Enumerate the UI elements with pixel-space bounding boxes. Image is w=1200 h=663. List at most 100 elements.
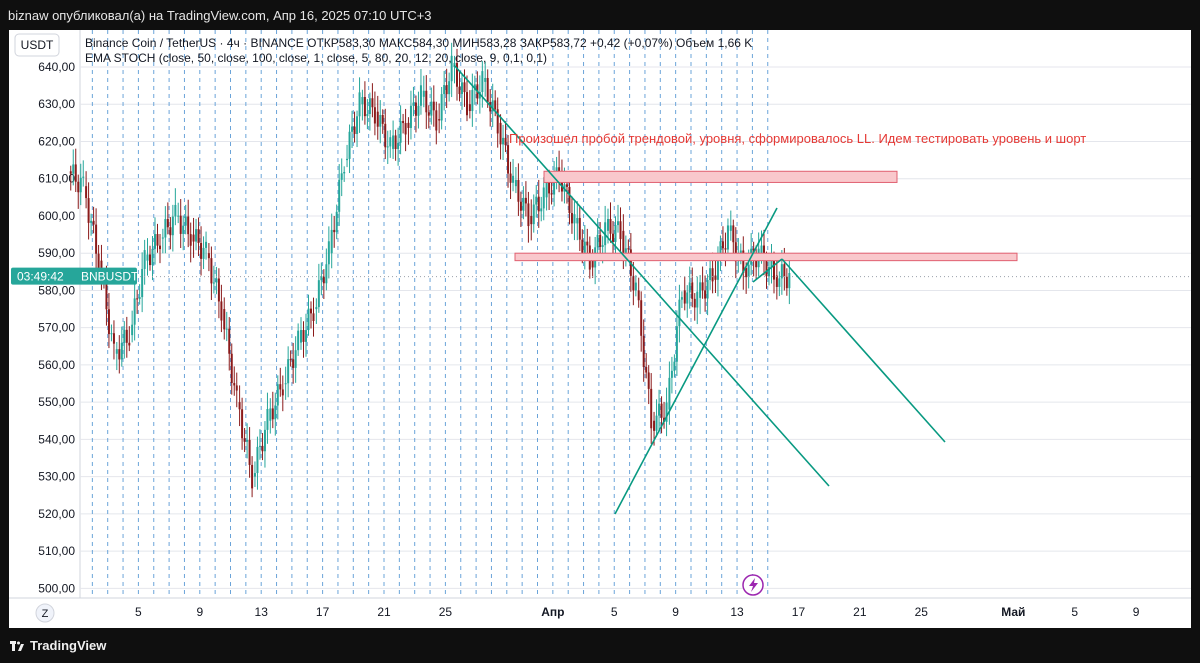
lightning-bolt [749,578,758,592]
candle-body [632,275,635,291]
x-tick-label: 9 [1133,605,1140,619]
candle-body [192,234,195,242]
candle-body [438,119,441,121]
descending-trendline[interactable] [453,64,830,487]
chart-panel[interactable]: 640,00 630,00 620,00 610,00 600,00 590,00 580,… [9,30,1191,628]
candle-body [107,309,110,335]
resistance-zone-upper[interactable] [543,170,898,183]
candle-body [760,245,763,254]
tradingview-logo[interactable]: TradingView [10,638,106,653]
candle-body [550,193,553,195]
candle-body [363,97,366,117]
candle-body [785,276,788,289]
candle-body [673,361,676,371]
candle-body [699,282,702,298]
candle-body [217,278,220,302]
candle-body [95,224,98,254]
y-tick-label: 550,00 [38,395,75,409]
candle-body [149,254,151,266]
candle-body [269,408,272,421]
currency-badge[interactable] [14,33,60,57]
candle-body [243,438,246,442]
candle-body [775,275,778,287]
candle-body [624,248,627,253]
candle-body [514,179,517,187]
candle-body [414,102,417,116]
candle-body [734,242,737,262]
candle-body [491,100,494,112]
candle-body [169,227,172,236]
candle-body [660,403,663,418]
candle-body [325,264,328,284]
candle-body [164,219,167,238]
candle-body [394,135,397,150]
zoom-reset-label: Z [42,608,49,620]
candle-body [655,415,658,431]
candle-body [422,90,425,97]
candle-body [545,181,548,198]
candle-body [665,402,668,422]
candle-body [348,131,351,159]
candle-body [478,91,481,99]
ascending-trendline[interactable] [614,207,778,515]
candle-body [627,248,630,250]
candle-body [338,179,341,212]
candle-body [724,248,727,250]
candle-body [79,177,82,193]
candle-body [726,225,729,250]
projection-segment-down[interactable] [781,258,946,443]
candle-body [112,333,115,344]
candle-body [745,268,748,278]
y-tick-label: 570,00 [38,321,75,335]
resistance-zone-lower[interactable] [514,252,1018,262]
candle-body [622,230,625,253]
candle-body [448,81,451,95]
candle-body [450,55,453,82]
candle-body [294,350,297,368]
candle-body [494,100,497,110]
candle-body [307,308,310,331]
candle-body [97,253,100,271]
candle-body [532,204,535,225]
candle-body [719,241,722,262]
candle-body [496,109,499,134]
candle-body [177,215,180,217]
candle-body [773,260,775,280]
candle-body [481,71,484,92]
candle-body [399,121,402,143]
candle-body [159,245,161,250]
candle-body [138,297,141,299]
candle-body [200,243,203,259]
candle-body [271,408,274,420]
y-tick-label: 620,00 [38,134,75,148]
candle-body [72,164,75,174]
candle-body [238,402,241,410]
candle-body [87,198,90,223]
y-tick-label: 560,00 [38,358,75,372]
zoom-reset-button[interactable] [35,603,55,623]
candle-body [499,122,502,145]
projection-segment-up[interactable] [752,258,783,283]
candle-body [709,268,712,281]
candle-body [607,219,609,231]
candle-body [578,217,581,240]
candle-body [507,145,510,174]
candle-body [486,77,489,103]
candle-body [409,105,412,128]
y-tick-label: 580,00 [38,283,75,297]
x-tick-label: Май [1001,605,1025,619]
price-chart[interactable]: 640,00 630,00 620,00 610,00 600,00 590,00 580,… [9,30,1191,628]
candle-body [729,225,732,231]
y-tick-label: 600,00 [38,209,75,223]
y-tick-label: 590,00 [38,246,75,260]
candle-body [143,250,146,269]
candle-body [570,213,573,224]
candle-body [166,219,169,228]
candle-body [92,220,95,225]
candle-body [645,367,648,373]
candle-body [634,282,637,291]
candle-body [509,173,512,183]
candle-body [376,111,379,127]
candle-body [688,282,691,293]
candle-body [77,181,80,193]
